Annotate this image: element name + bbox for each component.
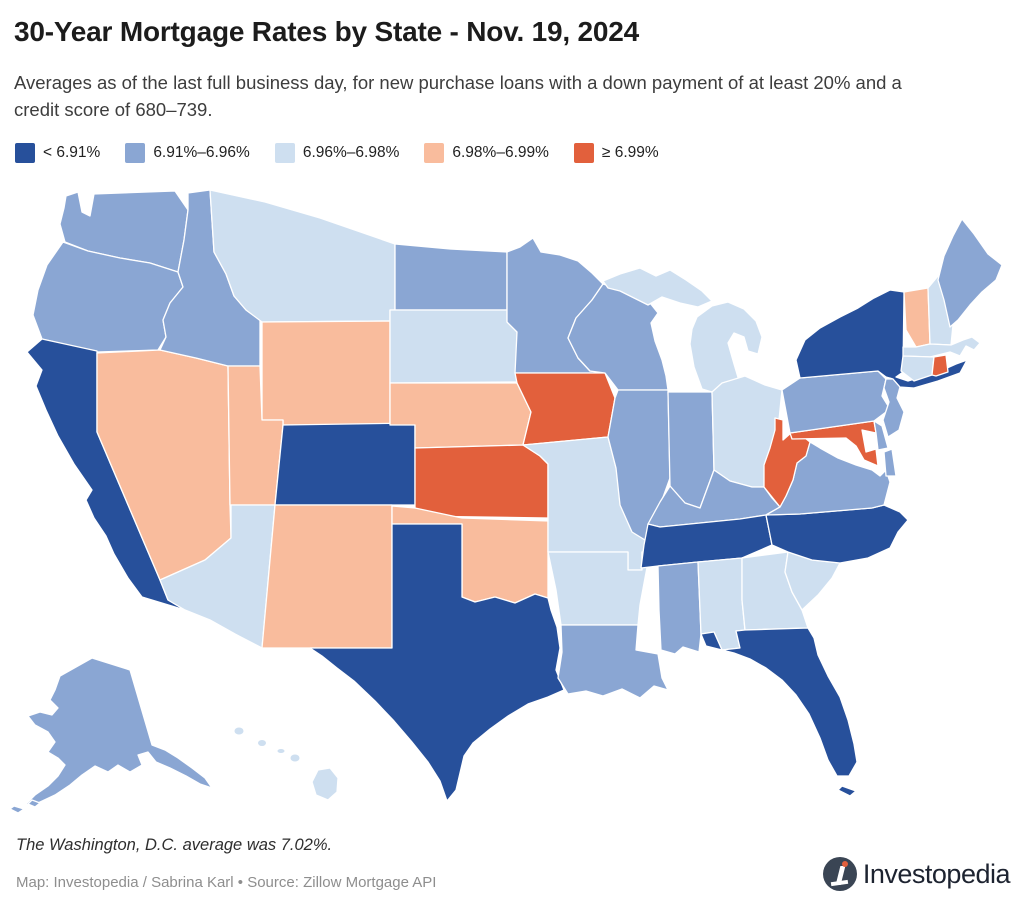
state-NM[interactable] xyxy=(261,504,393,649)
state-HI-oahu[interactable] xyxy=(257,739,267,747)
legend-item-bin2: 6.91%–6.96% xyxy=(125,143,250,163)
legend-swatch-bin4 xyxy=(424,143,445,163)
state-TN[interactable] xyxy=(640,514,773,569)
state-HI-big-island[interactable] xyxy=(311,767,339,801)
state-HI-maui[interactable] xyxy=(289,753,301,763)
chart-subtitle: Averages as of the last full business da… xyxy=(14,72,902,120)
state-DE[interactable] xyxy=(873,420,889,451)
state-AK[interactable] xyxy=(24,657,213,806)
legend: < 6.91% 6.91%–6.96% 6.96%–6.98% 6.98%–6.… xyxy=(15,143,684,163)
legend-item-bin5: ≥ 6.99% xyxy=(573,143,659,163)
state-KS[interactable] xyxy=(414,444,549,519)
investopedia-logo-icon xyxy=(822,857,857,891)
legend-swatch-bin1 xyxy=(15,143,35,163)
state-HI-molokai[interactable] xyxy=(276,748,286,754)
state-AK-aleutian-island-1[interactable] xyxy=(9,805,25,814)
legend-swatch-bin3 xyxy=(274,143,295,163)
us-choropleth-map xyxy=(0,185,1024,820)
state-RI[interactable] xyxy=(931,354,949,377)
legend-label-bin3: 6.96%–6.98% xyxy=(302,144,400,161)
state-MI[interactable] xyxy=(689,301,763,395)
state-WY[interactable] xyxy=(261,320,391,426)
state-TX[interactable] xyxy=(309,523,565,802)
legend-label-bin2: 6.91%–6.96% xyxy=(153,144,250,161)
state-FL[interactable] xyxy=(700,627,858,777)
state-FL-keys[interactable] xyxy=(837,785,857,797)
state-AK-aleutian-island-2[interactable] xyxy=(27,799,41,808)
legend-item-bin4: 6.98%–6.99% xyxy=(424,143,549,163)
legend-item-bin1: < 6.91% xyxy=(15,143,100,163)
state-MS[interactable] xyxy=(657,561,702,655)
state-CT[interactable] xyxy=(900,355,935,382)
state-ME[interactable] xyxy=(937,218,1003,328)
investopedia-logo-text: Investopedia xyxy=(862,858,1011,889)
source-credits: Map: Investopedia / Sabrina Karl • Sourc… xyxy=(16,874,437,891)
page-title: 30-Year Mortgage Rates by State - Nov. 1… xyxy=(14,16,640,47)
state-SD[interactable] xyxy=(389,309,519,384)
legend-label-bin4: 6.98%–6.99% xyxy=(452,144,549,161)
state-MI-upper-peninsula[interactable] xyxy=(602,267,713,308)
legend-label-bin1: < 6.91% xyxy=(43,144,101,161)
state-MA[interactable] xyxy=(902,336,981,358)
state-VA-eastern-shore[interactable] xyxy=(883,448,897,477)
state-ND[interactable] xyxy=(394,243,508,311)
state-CO[interactable] xyxy=(274,422,416,506)
legend-swatch-bin2 xyxy=(125,143,146,163)
state-IA[interactable] xyxy=(514,372,616,446)
dc-average-footnote: The Washington, D.C. average was 7.02%. xyxy=(16,836,333,854)
state-NY[interactable] xyxy=(795,289,968,389)
state-HI-kauai[interactable] xyxy=(233,726,245,736)
legend-label-bin5: ≥ 6.99% xyxy=(601,144,659,161)
investopedia-logo: Investopedia xyxy=(822,857,1011,891)
legend-item-bin3: 6.96%–6.98% xyxy=(274,143,400,163)
state-VT[interactable] xyxy=(903,287,931,348)
state-LA[interactable] xyxy=(557,624,669,699)
legend-swatch-bin5 xyxy=(573,143,594,163)
